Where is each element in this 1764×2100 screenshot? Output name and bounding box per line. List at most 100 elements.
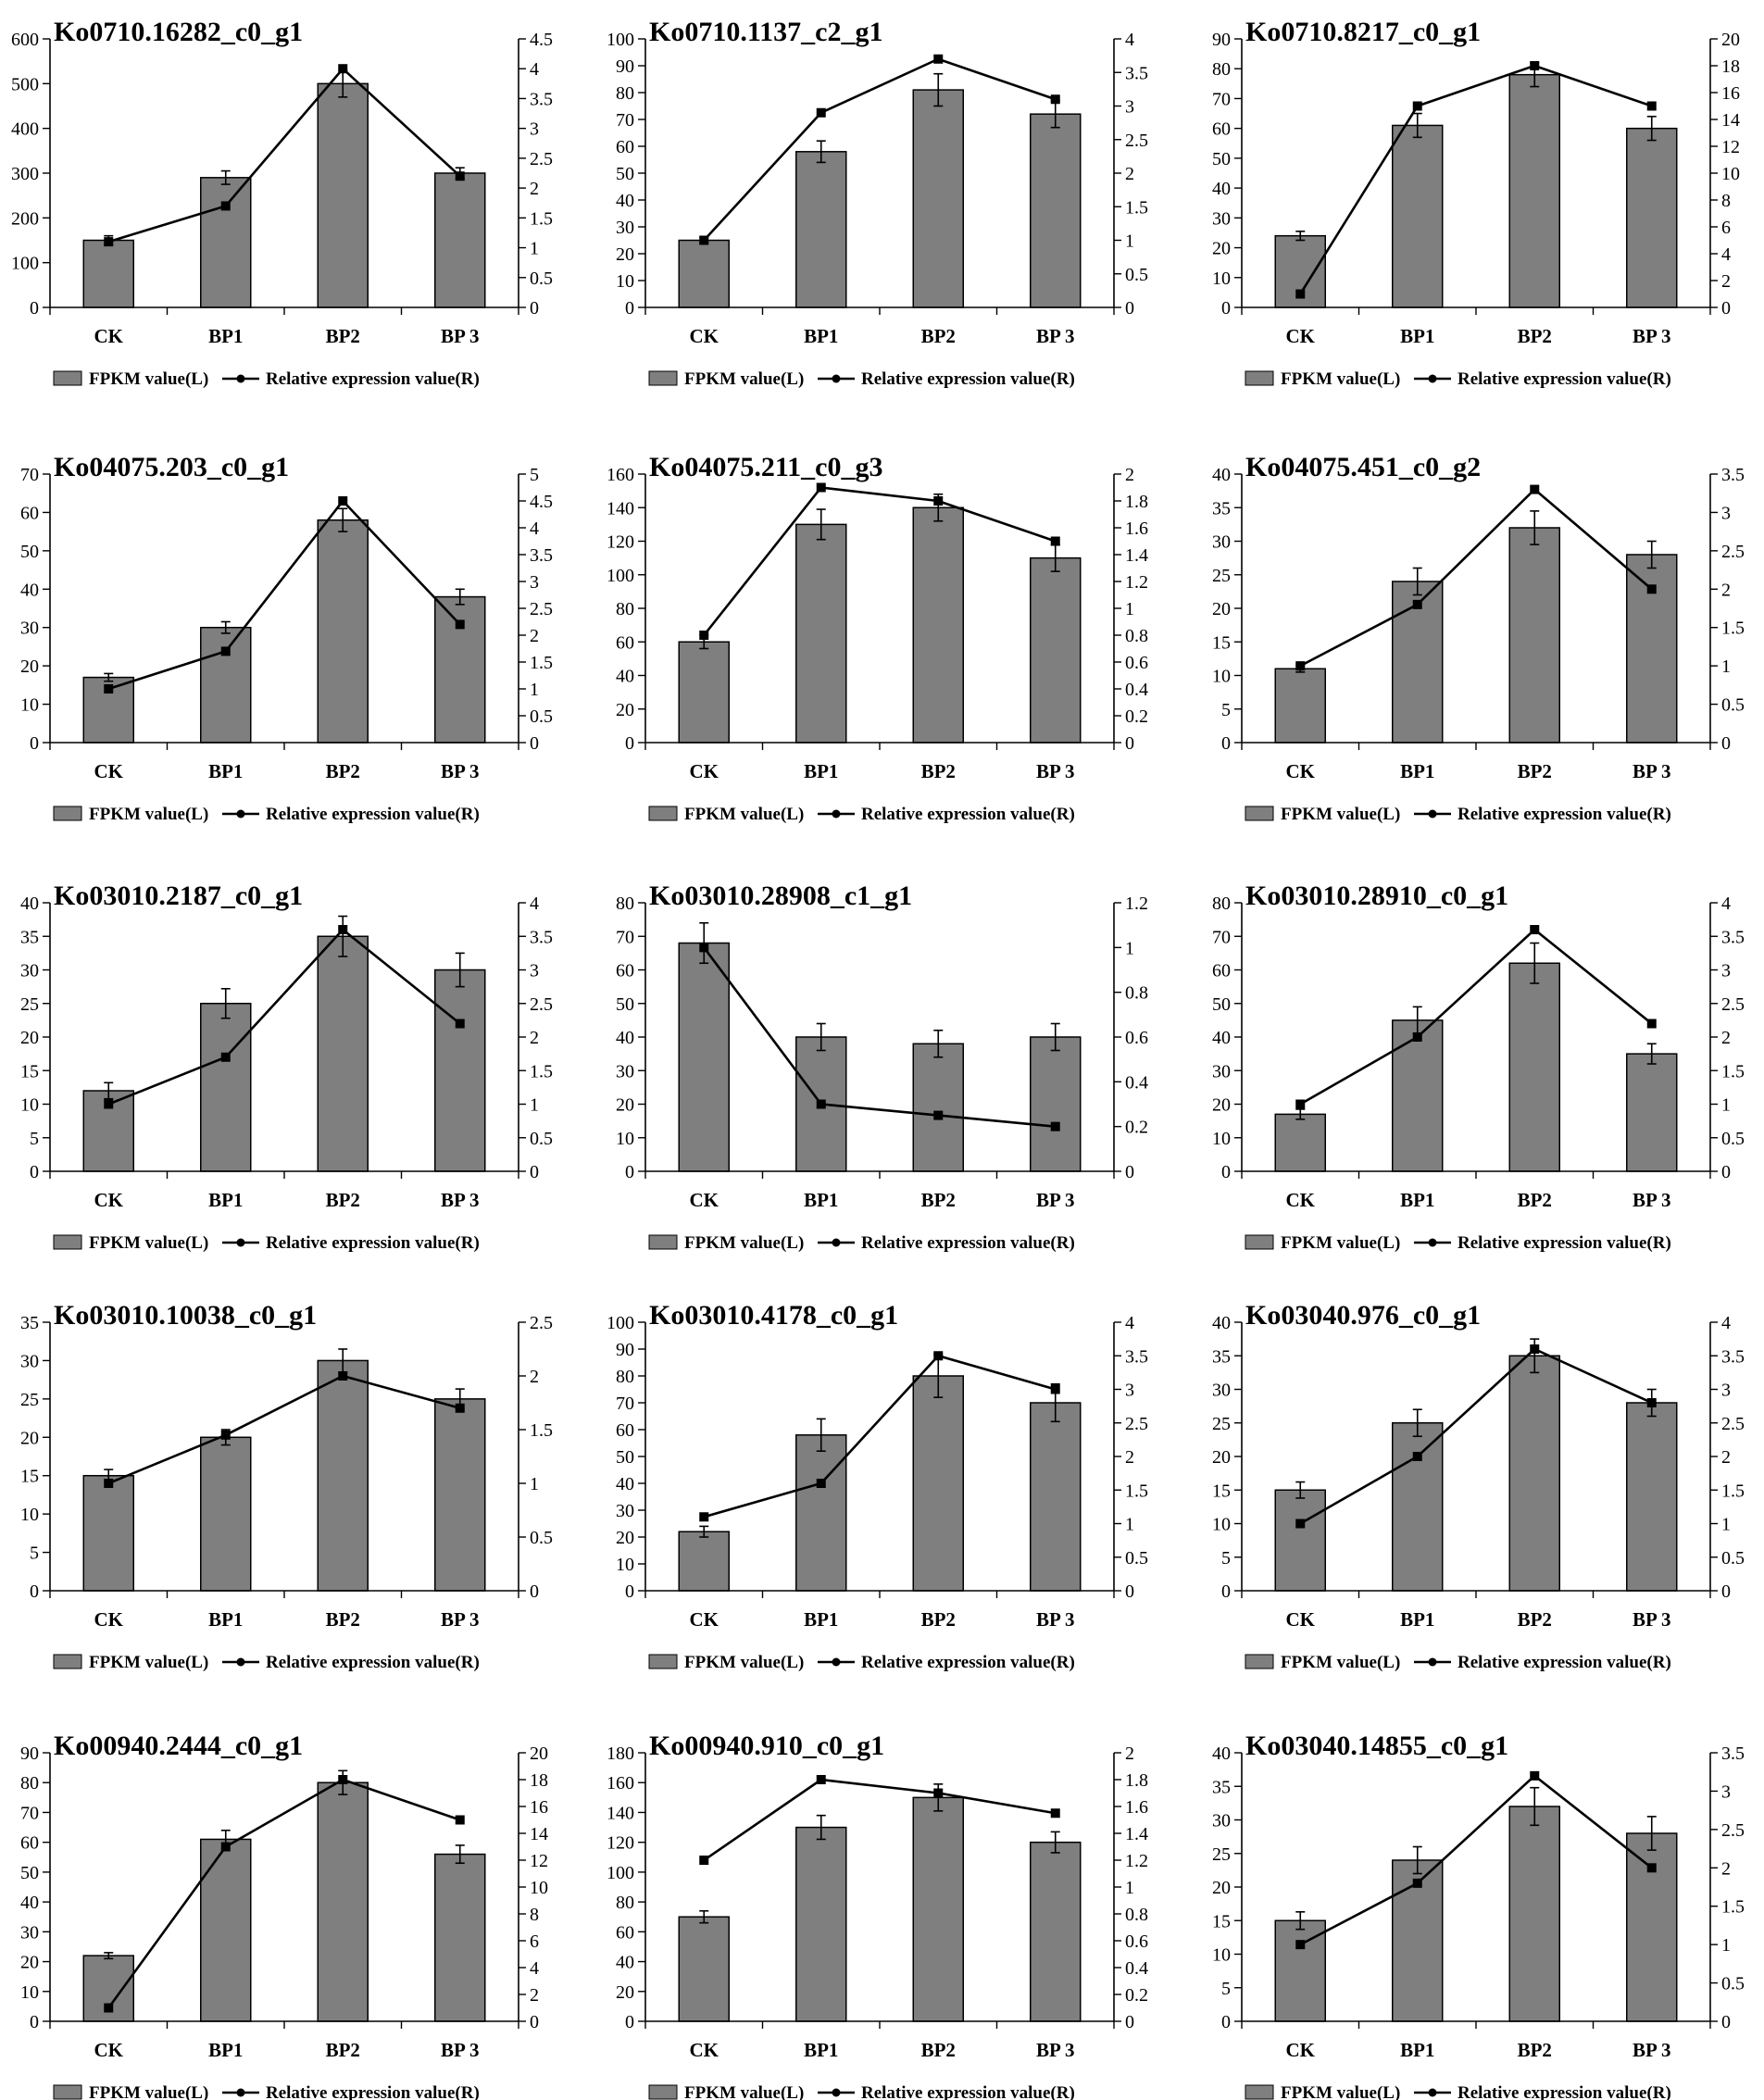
relative-expression-point [1295, 1099, 1306, 1109]
relative-expression-point [220, 1430, 231, 1440]
chart-legend: FPKM value(L) Relative expression value(R… [648, 1653, 1075, 1672]
relative-expression-point [1412, 1032, 1422, 1042]
right-tick-label: 1.8 [1125, 492, 1148, 512]
legend-bar-label: FPKM value(L) [89, 369, 208, 389]
fpkm-bar [1508, 527, 1560, 744]
chart-legend: FPKM value(L) Relative expression value(R… [648, 805, 1075, 824]
legend-line-label: Relative expression value(R) [861, 805, 1075, 824]
left-tick-label: 10 [20, 1982, 39, 2003]
chart-panel: 0 20 40 60 80 100 120 140 160 0 0.2 0.4 0.6 0.8 1 1.2 1.… [607, 452, 1148, 824]
right-tick-label: 2 [1721, 580, 1731, 600]
chart-panel: 0 5 10 15 20 25 30 35 40 0 0.5 1 1.5 2 2.5 3 3.5 CK BP1 BP2… [1212, 452, 1745, 824]
relative-expression-point [455, 171, 465, 181]
category-label: BP 3 [1633, 1608, 1670, 1631]
fpkm-bar [317, 1781, 369, 2022]
left-tick-label: 80 [616, 599, 634, 619]
left-tick-label: 40 [616, 1474, 634, 1494]
right-tick-label: 3.5 [530, 89, 553, 109]
legend-line-marker [236, 1657, 245, 1667]
left-tick-label: 30 [1212, 532, 1231, 553]
legend-bar-label: FPKM value(L) [684, 2083, 804, 2100]
category-label: BP2 [1518, 1608, 1552, 1631]
fpkm-bar [1274, 1113, 1326, 1172]
right-tick-label: 0.8 [1125, 1905, 1148, 1925]
right-tick-label: 0 [1125, 298, 1134, 319]
left-tick-label: 30 [1212, 1811, 1231, 1831]
left-tick-label: 100 [607, 1863, 634, 1883]
right-tick-label: 1 [1125, 599, 1134, 619]
left-tick-label: 60 [616, 961, 634, 981]
fpkm-bar [1392, 1019, 1444, 1172]
category-label: BP 3 [441, 760, 479, 782]
right-tick-label: 8 [1721, 191, 1731, 211]
right-tick-label: 3.5 [1721, 1346, 1745, 1367]
left-tick-label: 40 [20, 894, 39, 914]
right-tick-label: 2 [1721, 1028, 1731, 1048]
left-tick-label: 10 [20, 1505, 39, 1525]
right-tick-label: 4 [530, 59, 539, 80]
relative-expression-point [933, 1110, 944, 1120]
category-label: BP 3 [1036, 2039, 1074, 2061]
right-tick-label: 12 [530, 1851, 548, 1871]
left-tick-label: 60 [20, 1833, 39, 1854]
legend-bar-label: FPKM value(L) [684, 805, 804, 824]
left-tick-label: 0 [625, 2012, 634, 2032]
category-label: BP2 [326, 1608, 360, 1631]
right-tick-label: 0.5 [1721, 695, 1745, 716]
legend-line-label: Relative expression value(R) [861, 1653, 1075, 1672]
category-label: BP 3 [1633, 325, 1670, 347]
legend-bar-swatch [648, 1234, 678, 1250]
right-tick-label: 2 [530, 1367, 539, 1387]
right-tick-label: 0.6 [1125, 1028, 1148, 1048]
right-tick-label: 1.5 [1125, 1481, 1148, 1501]
category-label: BP1 [208, 2039, 243, 2061]
relative-expression-point [933, 1788, 944, 1798]
fpkm-bar [795, 151, 847, 308]
left-tick-label: 0 [625, 1581, 634, 1602]
fpkm-bar [1030, 1402, 1082, 1592]
relative-expression-line [107, 928, 461, 1106]
legend-line-marker [1428, 809, 1437, 819]
left-tick-label: 50 [616, 994, 634, 1015]
left-tick-label: 10 [1212, 269, 1231, 289]
fpkm-bar [1508, 1806, 1560, 2022]
left-tick-label: 20 [1212, 1447, 1231, 1468]
right-tick-label: 3 [1125, 97, 1134, 118]
right-tick-label: 2 [530, 179, 539, 199]
right-tick-label: 4.5 [530, 492, 553, 512]
relative-expression-point [220, 201, 231, 211]
right-tick-label: 0 [1125, 733, 1134, 754]
chart-title: Ko04075.203_c0_g1 [54, 452, 289, 482]
right-tick-label: 0 [1721, 1581, 1731, 1602]
fpkm-bar [317, 82, 369, 308]
category-label: CK [690, 2039, 719, 2061]
chart-title: Ko0710.8217_c0_g1 [1245, 17, 1481, 47]
category-label: BP1 [1400, 760, 1434, 782]
chart-title: Ko04075.211_c0_g3 [649, 452, 883, 482]
right-tick-label: 0 [1721, 2012, 1731, 2032]
relative-expression-point [104, 1479, 114, 1488]
right-tick-label: 4 [1721, 244, 1731, 265]
left-tick-label: 0 [30, 2012, 39, 2032]
right-tick-label: 0.4 [1125, 1958, 1148, 1979]
left-tick-label: 50 [20, 1863, 39, 1883]
left-tick-label: 30 [20, 619, 39, 639]
relative-expression-point [699, 943, 709, 953]
right-tick-label: 0 [1721, 1162, 1731, 1182]
left-tick-label: 60 [616, 1922, 634, 1943]
relative-expression-point [816, 107, 826, 118]
relative-expression-point [455, 1403, 465, 1413]
left-tick-label: 80 [1212, 59, 1231, 80]
chart-panel: 0 10 20 30 40 50 60 70 80 90 100 0 0.5 1 1.5 2 2.5 3 3.5 4 C… [607, 1300, 1148, 1672]
left-tick-label: 30 [616, 1061, 634, 1081]
legend-line-label: Relative expression value(R) [266, 1233, 480, 1253]
left-tick-label: 60 [616, 1420, 634, 1441]
legend-line-marker [832, 1238, 841, 1247]
relative-expression-line [703, 57, 1057, 242]
left-tick-label: 40 [616, 667, 634, 687]
legend-line-marker [1428, 374, 1437, 383]
chart-title: Ko03010.28908_c1_g1 [649, 881, 912, 911]
fpkm-bar [1626, 554, 1678, 744]
chart-panel: 0 100 200 300 400 500 600 0 0.5 1 1.5 2 2.5 3 3.5 4 4.5 C… [11, 17, 553, 389]
fpkm-bar [434, 969, 486, 1172]
